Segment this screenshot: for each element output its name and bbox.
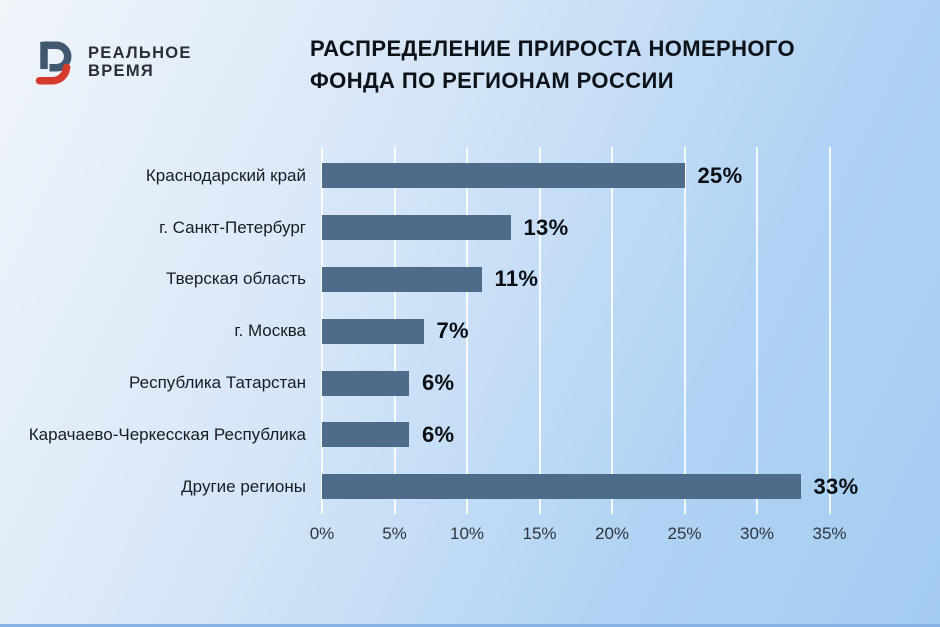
bar-row: Тверская область 11% <box>0 254 940 306</box>
bar-row: Краснодарский край 25% <box>0 150 940 202</box>
category-label: Краснодарский край <box>145 165 306 185</box>
gridline <box>466 147 468 514</box>
bottom-edge-line <box>0 624 940 627</box>
bar <box>322 318 424 344</box>
bar <box>322 163 685 189</box>
x-tick-label: 5% <box>382 524 407 543</box>
value-label: 11% <box>494 266 539 292</box>
category-label: Другие регионы <box>181 476 306 496</box>
bar <box>322 422 409 448</box>
logo-letter-blue-bowl <box>44 41 72 72</box>
gridline <box>828 147 831 514</box>
logo-letter-red-curve <box>35 63 71 85</box>
x-tick-label: 15% <box>522 524 557 543</box>
bar-row: Другие регионы 33% <box>0 461 940 513</box>
brand-logo-mark-icon <box>35 41 72 85</box>
value-label: 33% <box>813 473 859 499</box>
category-label: Республика Татарстан <box>129 373 306 393</box>
bar-row: Республика Татарстан 6% <box>0 357 940 409</box>
bar-row: г. Москва 7% <box>0 305 940 357</box>
brand-logo: РЕАЛЬНОЕ ВРЕМЯ <box>33 40 192 86</box>
value-label: 7% <box>436 318 469 344</box>
brand-name: РЕАЛЬНОЕ ВРЕМЯ <box>88 44 192 81</box>
gridline <box>756 147 758 514</box>
x-tick-label: 10% <box>449 524 485 543</box>
category-label: Карачаево-Черкесская Республика <box>28 424 306 444</box>
page-title: РАСПРЕДЕЛЕНИЕ ПРИРОСТА НОМЕРНОГО ФОНДА П… <box>310 33 890 98</box>
brand-name-line2: ВРЕМЯ <box>88 62 155 80</box>
x-tick-label: 35% <box>812 524 847 543</box>
value-label: 25% <box>697 162 743 188</box>
value-label: 13% <box>523 214 569 240</box>
value-label: 6% <box>422 370 455 396</box>
bar <box>322 474 801 500</box>
category-label: г. Москва <box>234 321 306 341</box>
bar-row: Карачаево-Черкесская Республика 6% <box>0 409 940 461</box>
gridline <box>538 147 541 514</box>
x-axis: 0% 5% 10% 15% 20% 25% 30% 35% <box>0 524 940 548</box>
bar <box>322 215 511 241</box>
gridline <box>611 147 613 514</box>
x-tick-label: 0% <box>309 524 335 543</box>
bar <box>322 370 409 396</box>
x-tick-label: 25% <box>667 524 702 543</box>
page-title-line1: РАСПРЕДЕЛЕНИЕ ПРИРОСТА НОМЕРНОГО <box>310 36 796 61</box>
chart-rows: Краснодарский край 25% г. Санкт-Петербург 1… <box>0 150 940 513</box>
gridline <box>683 147 686 514</box>
x-tick-label: 30% <box>739 524 775 543</box>
bar-row: г. Санкт-Петербург 13% <box>0 202 940 254</box>
brand-name-line1: РЕАЛЬНОЕ <box>88 44 192 63</box>
bar <box>322 266 482 292</box>
category-label: Тверская область <box>165 269 306 289</box>
page-title-line2: ФОНДА ПО РЕГИОНАМ РОССИИ <box>310 68 674 94</box>
category-label: г. Санкт-Петербург <box>159 217 306 237</box>
x-tick-label: 20% <box>594 524 630 543</box>
value-label: 6% <box>422 421 455 447</box>
